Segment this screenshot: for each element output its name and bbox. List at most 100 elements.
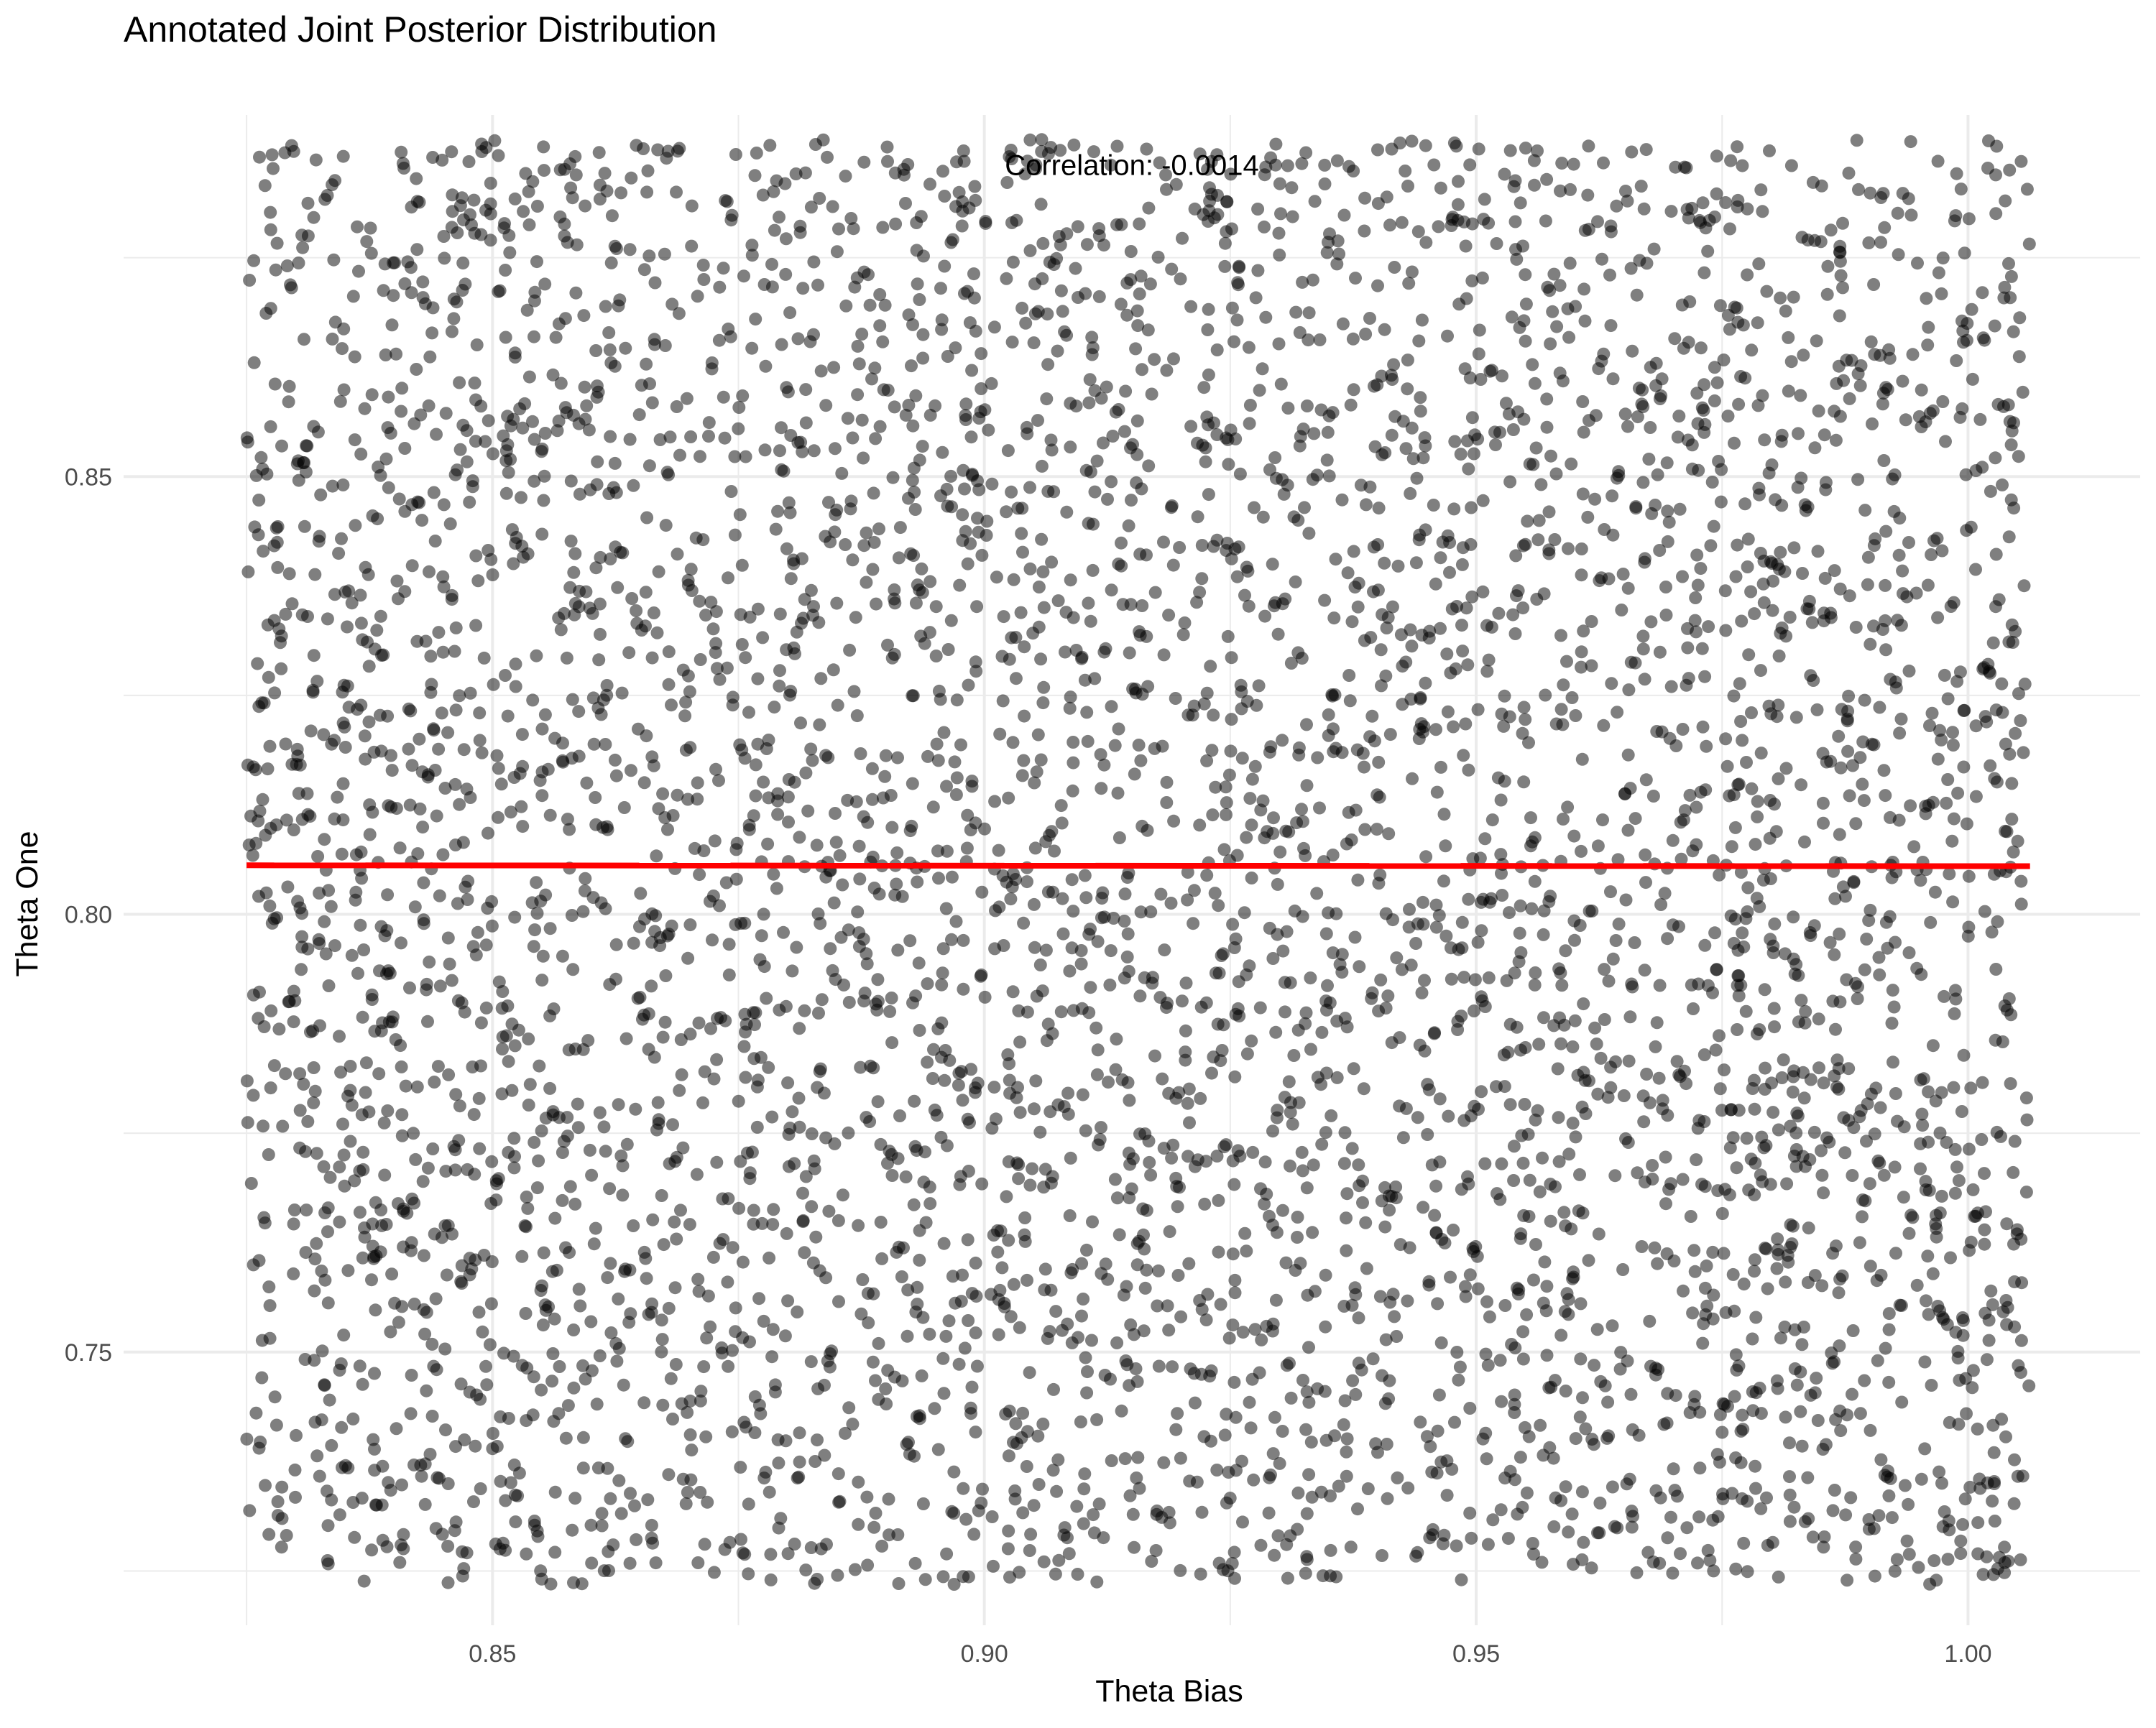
data-point <box>395 1538 407 1551</box>
data-point <box>1349 931 1362 944</box>
data-point <box>1665 680 1678 693</box>
data-point <box>1430 921 1443 934</box>
data-point <box>1123 1379 1135 1392</box>
data-point <box>1492 607 1505 620</box>
data-point <box>1667 834 1680 847</box>
data-point <box>300 1246 313 1259</box>
data-point <box>1823 1136 1835 1149</box>
data-point <box>1272 628 1285 641</box>
data-point <box>390 348 402 361</box>
data-point <box>1707 1289 1720 1302</box>
data-point <box>1772 1571 1785 1584</box>
data-point <box>1719 624 1732 637</box>
data-point <box>962 679 975 692</box>
data-point <box>263 900 276 912</box>
data-point <box>968 180 981 193</box>
data-point <box>684 430 697 443</box>
data-point <box>1770 825 1783 838</box>
data-point <box>1368 734 1381 747</box>
data-point <box>1930 1231 1943 1244</box>
data-point <box>1246 773 1259 786</box>
data-point <box>1938 669 1951 682</box>
data-point <box>1893 549 1906 562</box>
data-point <box>1031 1430 1044 1443</box>
data-point <box>1504 144 1517 157</box>
data-point <box>1691 1556 1704 1569</box>
data-point <box>1123 1147 1135 1160</box>
data-point <box>890 878 903 891</box>
data-point <box>902 492 915 505</box>
data-point <box>1874 1101 1887 1114</box>
data-point <box>1495 1503 1508 1516</box>
data-point <box>1886 473 1899 486</box>
data-point <box>913 956 926 969</box>
data-point <box>1850 621 1863 634</box>
data-point <box>1746 1404 1759 1417</box>
data-point <box>1196 439 1209 452</box>
data-point <box>654 433 667 446</box>
data-point <box>516 728 529 741</box>
data-point <box>1386 601 1399 614</box>
data-point <box>268 540 281 553</box>
data-point <box>938 190 951 203</box>
data-point <box>1423 1084 1436 1096</box>
data-point <box>362 1106 375 1119</box>
data-point <box>1731 1161 1743 1174</box>
data-point <box>1524 1174 1537 1187</box>
data-point <box>1428 1209 1441 1222</box>
data-point <box>1319 1126 1332 1139</box>
data-point <box>395 1108 408 1121</box>
data-point <box>1031 414 1044 427</box>
data-point <box>1318 159 1331 172</box>
data-point <box>270 1419 283 1432</box>
data-point <box>1550 468 1563 481</box>
data-point <box>976 1483 989 1496</box>
data-point <box>619 342 632 355</box>
data-point <box>1118 425 1131 438</box>
data-point <box>1491 237 1503 250</box>
data-point <box>702 430 715 443</box>
data-point <box>1483 365 1496 378</box>
data-point <box>2020 1186 2033 1198</box>
data-point <box>1564 257 1577 269</box>
data-point <box>1690 625 1703 638</box>
data-point <box>1628 936 1641 949</box>
data-point <box>1227 1247 1240 1260</box>
data-point <box>1751 892 1764 905</box>
data-point <box>346 949 359 962</box>
data-point <box>907 689 920 702</box>
data-point <box>1897 1191 1910 1203</box>
data-point <box>1072 220 1084 233</box>
data-point <box>1115 537 1128 550</box>
data-point <box>1833 1339 1846 1352</box>
data-point <box>707 1251 720 1264</box>
data-point <box>985 377 998 390</box>
data-point <box>972 484 985 496</box>
data-point <box>333 1160 346 1173</box>
data-point <box>1828 1484 1841 1497</box>
data-point <box>499 331 512 344</box>
data-point <box>1616 1263 1629 1276</box>
data-point <box>1064 702 1077 715</box>
data-point <box>600 689 613 702</box>
data-point <box>1046 1170 1059 1183</box>
data-point <box>1780 1178 1793 1191</box>
data-point <box>272 1022 285 1035</box>
data-point <box>1749 1157 1761 1170</box>
data-point <box>1836 281 1849 294</box>
data-point <box>750 758 763 771</box>
data-point <box>364 828 377 841</box>
data-point <box>643 459 656 472</box>
data-point <box>1692 1510 1705 1523</box>
data-point <box>1611 1521 1623 1534</box>
data-point <box>564 182 577 195</box>
data-point <box>323 1394 336 1407</box>
data-point <box>598 1120 611 1133</box>
data-point <box>1950 354 1963 367</box>
data-point <box>425 1338 438 1351</box>
data-point <box>1544 338 1557 351</box>
data-point <box>1075 958 1088 971</box>
data-point <box>1300 1007 1313 1020</box>
data-point <box>1581 189 1594 202</box>
data-point <box>1129 342 1142 355</box>
